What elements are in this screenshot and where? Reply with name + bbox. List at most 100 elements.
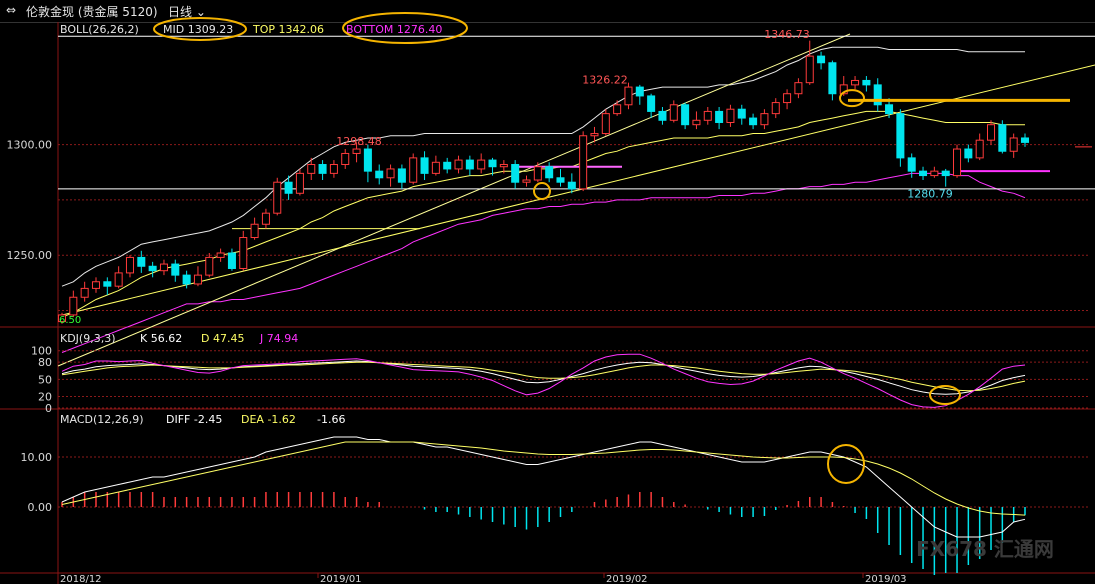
candle-body xyxy=(817,55,826,64)
kdj-tick-label: 100 xyxy=(31,345,52,358)
annotation-circle xyxy=(153,17,247,41)
candle-body xyxy=(363,148,372,172)
kdj-k-line xyxy=(61,360,1026,395)
candle-body xyxy=(409,157,418,183)
candle-body xyxy=(624,86,633,106)
candle-body xyxy=(533,166,542,181)
kdj-tick-label: 50 xyxy=(38,373,52,386)
kdj-name-label: KDJ(9,3,3) xyxy=(60,332,116,345)
candle-body xyxy=(205,256,214,276)
candle-body xyxy=(851,79,860,86)
macd-tick-label: 0.00 xyxy=(28,501,53,514)
boll-mid-label: MID 1309.23 xyxy=(163,23,233,36)
candle-body xyxy=(579,135,588,190)
candle-body xyxy=(499,164,508,168)
candle-body xyxy=(986,124,996,141)
candle-body xyxy=(159,263,168,272)
candle-body xyxy=(477,159,486,170)
boll-top-label: TOP 1342.06 xyxy=(252,23,324,36)
candle-body xyxy=(91,281,101,289)
kdj-j-line xyxy=(61,353,1026,408)
x-tick-label: 2018/12 xyxy=(60,574,102,584)
candle-body xyxy=(794,82,803,95)
candle-body xyxy=(873,84,882,106)
link-icon[interactable]: ⇔ xyxy=(6,3,17,17)
candle-body xyxy=(182,274,191,285)
low-price-label: 1280.79 xyxy=(907,188,953,201)
candle-body xyxy=(692,119,701,126)
kdj-tick-label: 20 xyxy=(38,391,52,404)
candle-body xyxy=(80,287,89,298)
annotation-circle xyxy=(929,385,961,405)
candle-body xyxy=(511,164,520,183)
upper-trendline xyxy=(57,33,851,367)
kdj-tick-label: 80 xyxy=(38,356,52,369)
x-tick-label: 2019/02 xyxy=(606,574,648,584)
x-tick-label: 2019/01 xyxy=(320,574,362,584)
macd-value-label: -1.66 xyxy=(317,413,345,426)
candle-body xyxy=(760,113,769,126)
candle-body xyxy=(669,104,678,121)
candle-body xyxy=(556,177,565,183)
annotation-circle xyxy=(839,89,865,108)
candle-body xyxy=(227,252,236,269)
macd-diff-line xyxy=(61,436,1026,538)
candle-body xyxy=(862,79,871,86)
period-label: 日线 xyxy=(168,5,193,19)
candle-body xyxy=(273,181,282,214)
kdj-j-label: J 74.94 xyxy=(259,332,298,345)
candle-body xyxy=(431,161,440,174)
candle-body xyxy=(386,168,395,179)
annotation-circle xyxy=(342,12,468,44)
watermark-text: FX678 汇通网 xyxy=(916,537,1054,561)
candle-body xyxy=(749,117,758,126)
candle-body xyxy=(1009,137,1018,152)
candle-body xyxy=(771,102,780,115)
instrument-title: 伦敦金现 (贵金属 5120) xyxy=(26,5,158,19)
candle-body xyxy=(454,159,463,170)
period-dropdown[interactable]: 日线 ⌄ xyxy=(168,3,206,20)
candle-body xyxy=(216,252,225,258)
candle-body xyxy=(998,124,1007,152)
candle-body xyxy=(114,272,123,287)
candle-body xyxy=(613,104,622,115)
candle-body xyxy=(284,181,293,194)
lower-trendline xyxy=(57,64,1095,317)
candle-body xyxy=(137,256,146,267)
candle-body xyxy=(896,113,905,159)
candle-body xyxy=(397,168,406,183)
candle-body xyxy=(783,93,792,104)
candle-body xyxy=(57,314,67,323)
candle-body xyxy=(352,148,361,154)
candle-body xyxy=(239,237,248,269)
candle-body xyxy=(420,157,429,174)
candle-body xyxy=(737,108,746,119)
title-bar: ⇔ 伦敦金现 (贵金属 5120) 日线 ⌄ xyxy=(0,0,1095,23)
candle-body xyxy=(375,170,384,179)
kdj-d-label: D 47.45 xyxy=(201,332,244,345)
price-tick-label: 1250.00 xyxy=(7,249,53,262)
macd-dea-line xyxy=(61,441,1026,516)
candle-body xyxy=(681,104,690,126)
candle-body xyxy=(703,110,712,121)
chevron-down-icon: ⌄ xyxy=(192,5,206,19)
kdj-d-line xyxy=(61,361,1026,392)
bottom-left-label: 6.50 xyxy=(59,315,81,326)
candle-body xyxy=(590,133,599,137)
candle-body xyxy=(601,113,610,135)
candle-body xyxy=(125,256,134,274)
candle-body xyxy=(567,181,576,190)
boll-bottom-label: BOTTOM 1276.40 xyxy=(346,23,442,36)
kdj-tick-label: 0 xyxy=(45,402,52,415)
candle-body xyxy=(545,166,554,179)
candle-body xyxy=(941,170,950,177)
candle-body xyxy=(828,62,837,95)
high-price-label: 1346.73 xyxy=(764,28,810,41)
candle-body xyxy=(465,159,474,170)
candle-body xyxy=(647,95,656,112)
candle-body xyxy=(930,170,939,177)
candle-body xyxy=(805,55,814,84)
candle-body xyxy=(726,108,735,123)
candle-body xyxy=(103,281,112,287)
